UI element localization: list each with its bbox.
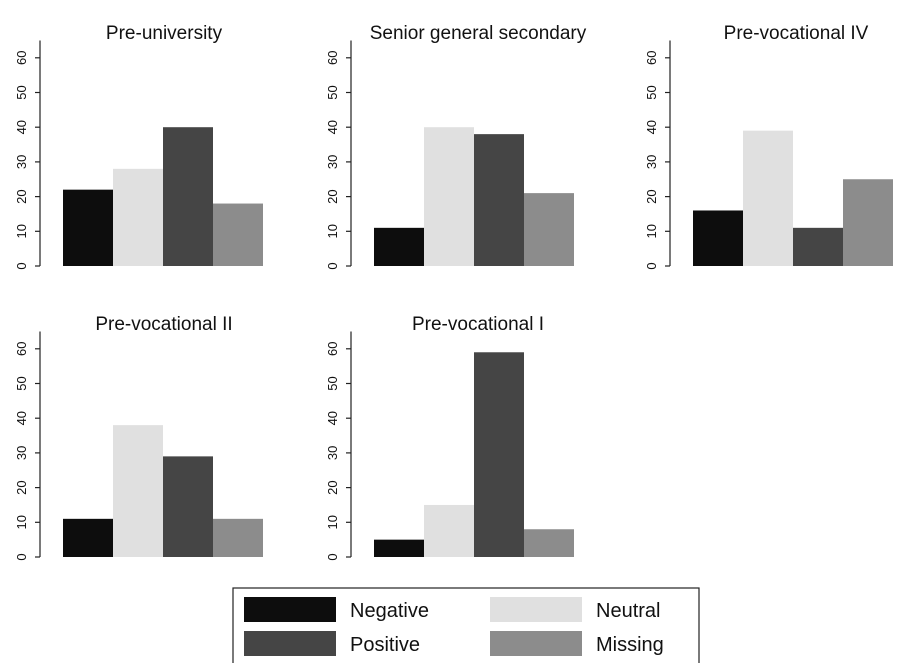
y-tick-label: 60	[14, 51, 29, 65]
bar-neutral	[113, 425, 163, 557]
y-tick-label: 0	[14, 262, 29, 269]
y-tick-label: 40	[14, 120, 29, 134]
bar-neutral	[424, 127, 474, 266]
y-tick-label: 10	[644, 224, 659, 238]
bar-missing	[524, 193, 574, 266]
legend: Negative Neutral Positive Missing	[233, 588, 699, 663]
panel-pre-vocational-iv: Pre-vocational IV 0 10 20 30 40 50 60	[644, 23, 893, 270]
y-tick-label: 60	[325, 342, 340, 356]
y-tick-label: 30	[325, 155, 340, 169]
bar-missing	[213, 519, 263, 557]
bar-neutral	[743, 131, 793, 266]
bar-neutral	[424, 505, 474, 557]
y-tick-label: 50	[14, 85, 29, 99]
bar-negative	[63, 190, 113, 266]
bar-positive	[474, 352, 524, 557]
legend-item-positive: Positive	[244, 631, 420, 656]
panel-pre-vocational-i: Pre-vocational I 0 10 20 30 40 50 60	[325, 314, 574, 561]
y-tick-label: 50	[325, 85, 340, 99]
legend-label: Positive	[350, 634, 420, 656]
bar-positive	[163, 456, 213, 557]
y-tick-label: 20	[14, 480, 29, 494]
y-tick-label: 60	[325, 51, 340, 65]
y-tick-label: 20	[325, 189, 340, 203]
bar-negative	[374, 540, 424, 557]
panel-title: Pre-vocational IV	[724, 23, 869, 44]
y-tick-label: 30	[325, 446, 340, 460]
y-tick-label: 50	[325, 376, 340, 390]
panel-title: Pre-vocational II	[95, 314, 232, 335]
y-tick-label: 30	[14, 446, 29, 460]
bar-negative	[374, 228, 424, 266]
legend-label: Neutral	[596, 600, 660, 622]
y-tick-label: 10	[14, 224, 29, 238]
bar-negative	[63, 519, 113, 557]
legend-label: Negative	[350, 600, 429, 622]
y-tick-label: 60	[644, 51, 659, 65]
y-tick-label: 30	[14, 155, 29, 169]
y-tick-label: 10	[325, 224, 340, 238]
bar-positive	[163, 127, 213, 266]
y-tick-label: 40	[325, 411, 340, 425]
panel-title: Pre-university	[106, 23, 223, 44]
y-tick-label: 30	[644, 155, 659, 169]
legend-box: Negative Neutral Positive Missing	[233, 588, 699, 663]
bar-negative	[693, 210, 743, 266]
legend-label: Missing	[596, 634, 664, 656]
legend-swatch	[244, 597, 336, 622]
panel-title: Pre-vocational I	[412, 314, 544, 335]
y-tick-label: 10	[14, 515, 29, 529]
bar-positive	[474, 134, 524, 266]
legend-item-missing: Missing	[490, 631, 664, 656]
bar-positive	[793, 228, 843, 266]
panel-title: Senior general secondary	[370, 23, 587, 44]
legend-swatch	[244, 631, 336, 656]
y-tick-label: 40	[14, 411, 29, 425]
legend-swatch	[490, 597, 582, 622]
bar-missing	[524, 529, 574, 557]
y-tick-label: 50	[14, 376, 29, 390]
bar-missing	[213, 204, 263, 266]
legend-swatch	[490, 631, 582, 656]
y-tick-label: 20	[14, 189, 29, 203]
panel-pre-vocational-ii: Pre-vocational II 0 10 20 30 40 50 60	[14, 314, 263, 561]
bar-missing	[843, 179, 893, 266]
y-tick-label: 20	[325, 480, 340, 494]
bar-neutral	[113, 169, 163, 266]
y-tick-label: 40	[325, 120, 340, 134]
y-tick-label: 0	[644, 262, 659, 269]
y-tick-label: 60	[14, 342, 29, 356]
legend-item-neutral: Neutral	[490, 597, 660, 622]
y-tick-label: 20	[644, 189, 659, 203]
y-tick-label: 40	[644, 120, 659, 134]
y-tick-label: 10	[325, 515, 340, 529]
panel-pre-university: Pre-university 0 10 20 30 40 50 60	[14, 23, 263, 270]
panel-senior-general-secondary: Senior general secondary 0 10 20 30 40 50 60	[325, 23, 587, 270]
y-tick-label: 0	[325, 262, 340, 269]
y-tick-label: 0	[14, 553, 29, 560]
y-tick-label: 50	[644, 85, 659, 99]
y-tick-label: 0	[325, 553, 340, 560]
